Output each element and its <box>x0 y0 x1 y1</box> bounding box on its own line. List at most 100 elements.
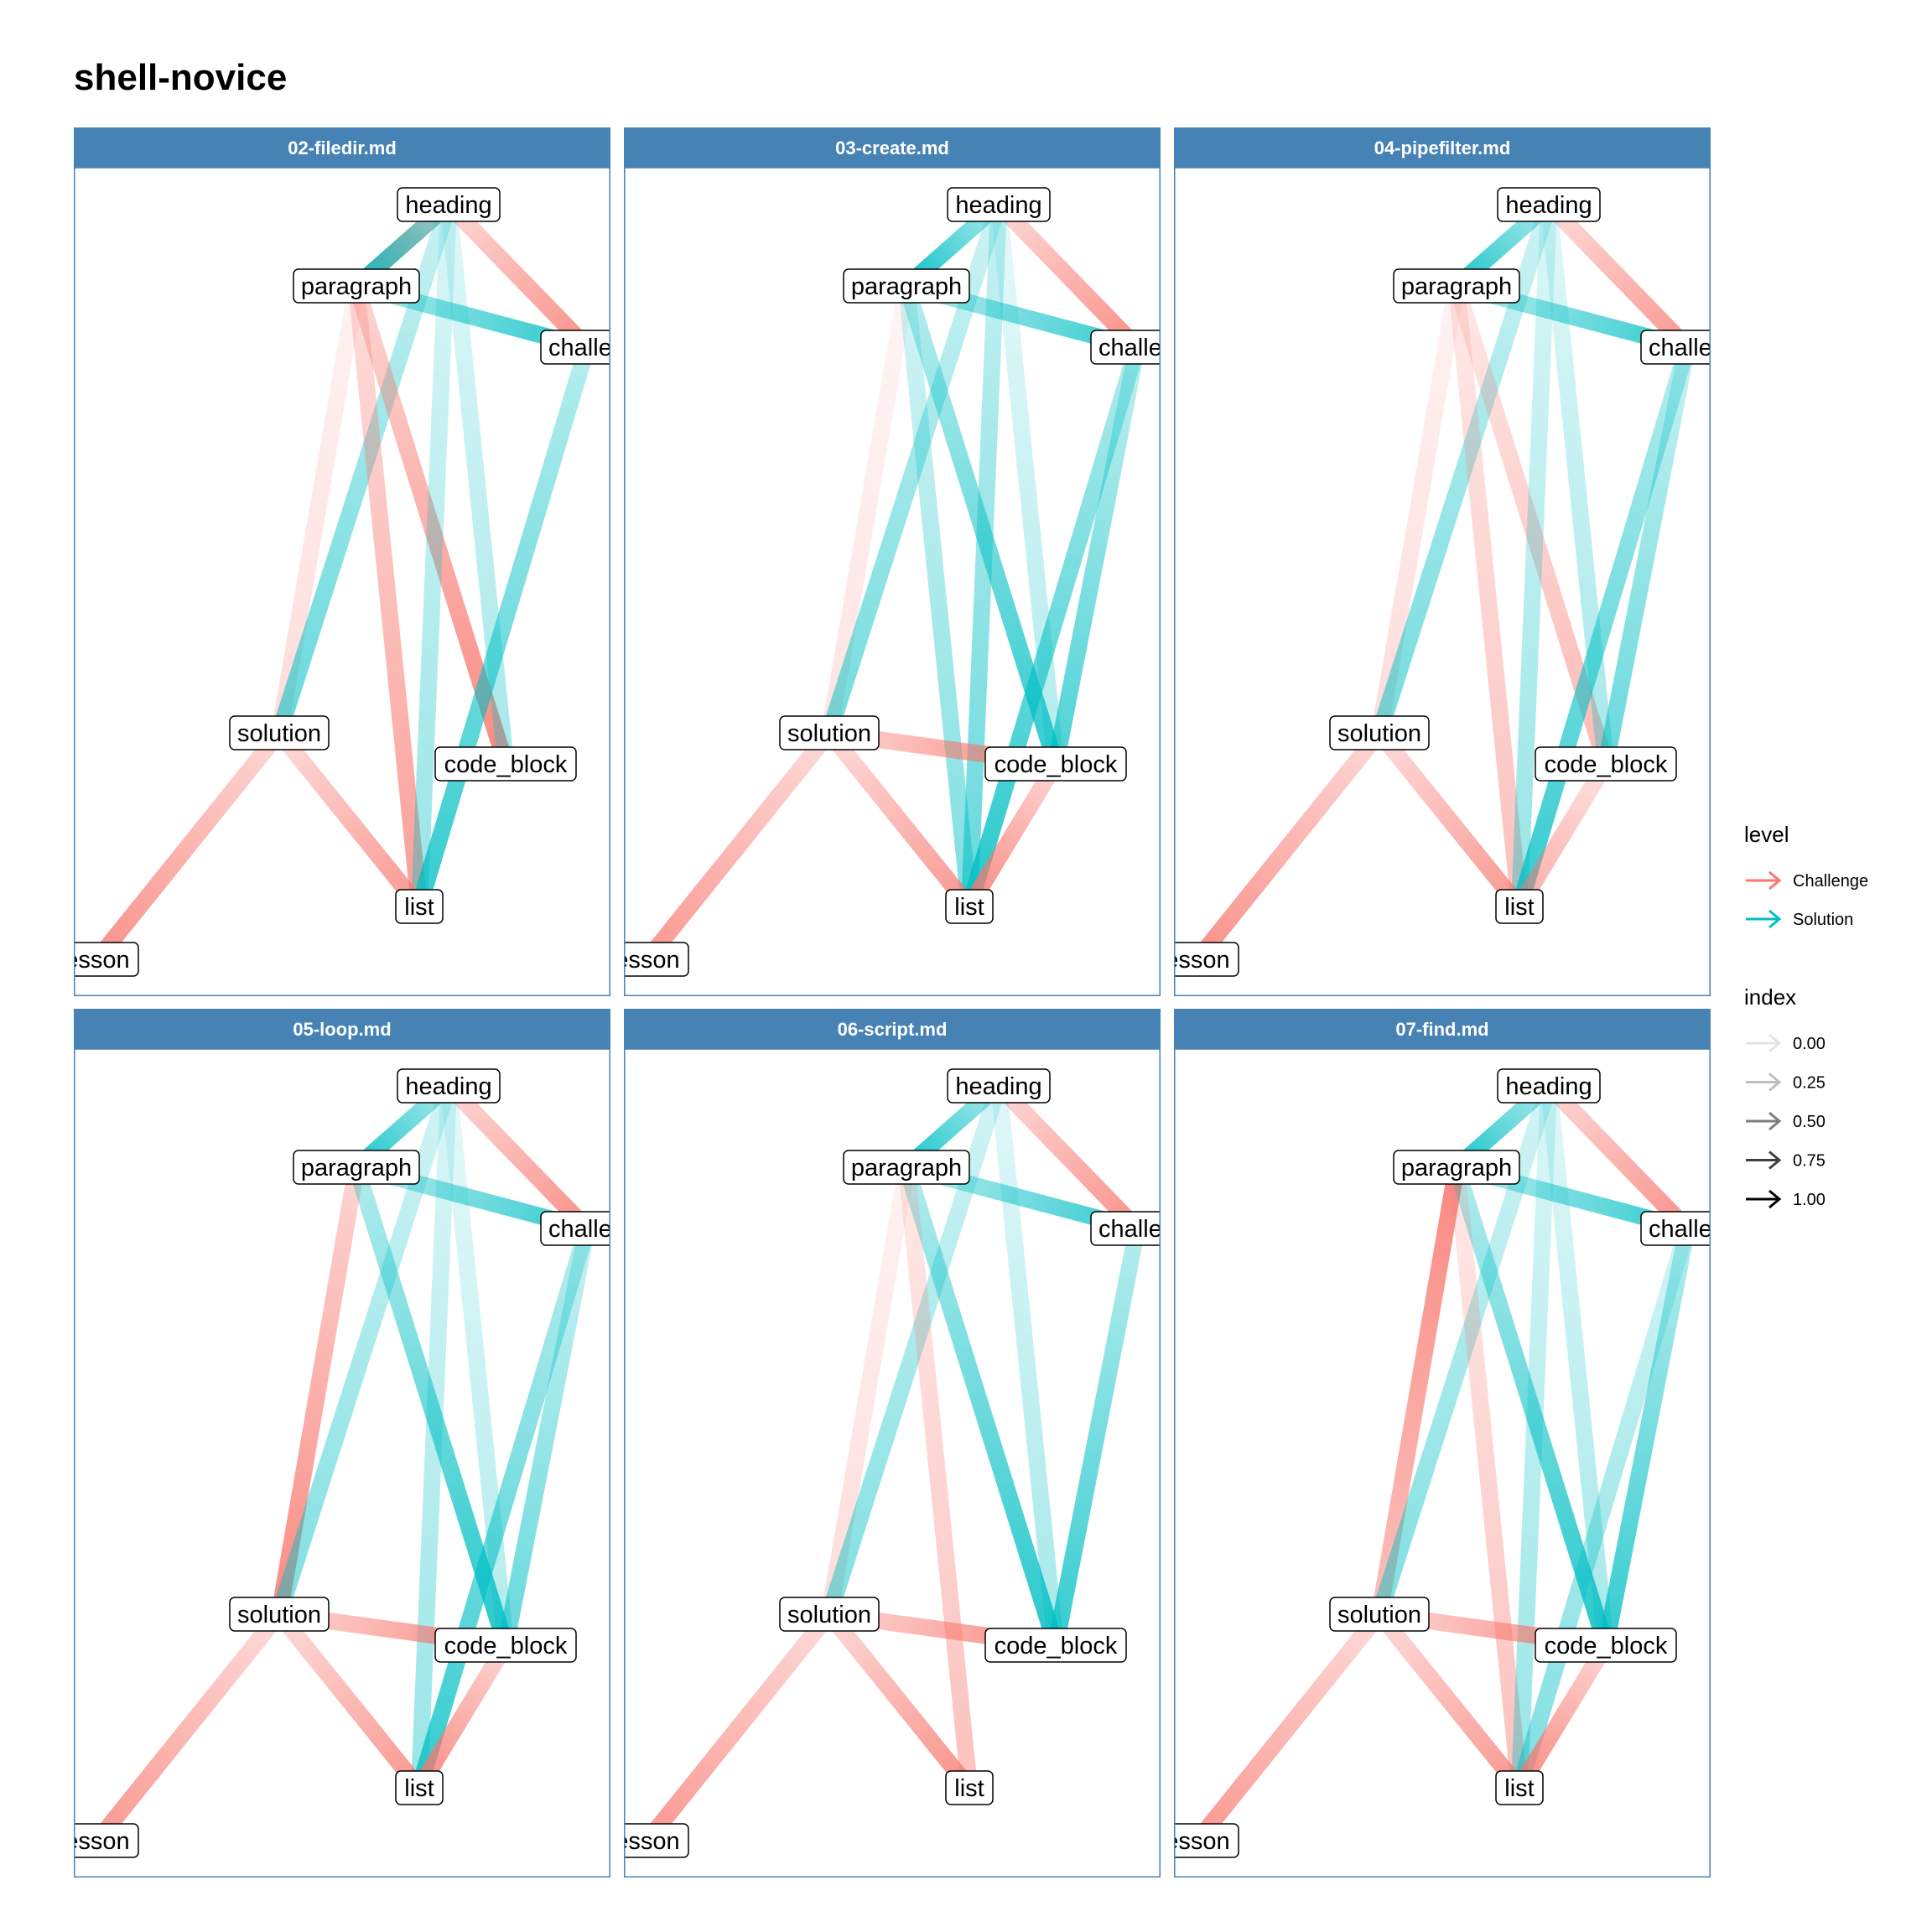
facet-panel: 04-pipefilter.md heading paragraph challen s… <box>1174 127 1711 996</box>
node-solution: solution <box>779 715 880 750</box>
node-label: challen <box>548 1216 626 1243</box>
node-label: code_block <box>1545 751 1668 778</box>
node-label: esson <box>65 1828 129 1855</box>
edge-heading-list <box>411 1085 457 1789</box>
node-label: heading <box>1505 192 1592 219</box>
node-solution: solution <box>1329 715 1430 750</box>
edge-solution-list <box>1373 727 1526 912</box>
edge-solution-list <box>823 727 976 912</box>
edge-code_block-list <box>1512 1640 1613 1793</box>
node-label: list <box>954 1775 984 1802</box>
node-challenge: challen <box>540 330 626 365</box>
legend-index-label: 1.00 <box>1793 1191 1826 1209</box>
panel-border <box>1174 167 1711 996</box>
node-solution: solution <box>779 1597 880 1632</box>
node-heading: heading <box>947 187 1051 222</box>
node-heading: heading <box>397 187 501 222</box>
node-lesson: esson <box>65 1823 139 1858</box>
legend-index-label: 0.75 <box>1793 1152 1826 1171</box>
edge-heading-code_block <box>990 1084 1064 1647</box>
legend-index-key <box>1746 1033 1782 1053</box>
facet-strip <box>624 1009 1161 1049</box>
edge-paragraph-solution <box>1371 284 1465 735</box>
node-label: solution <box>787 720 871 747</box>
node-list: list <box>1495 1770 1544 1805</box>
node-label: challen <box>1098 335 1176 361</box>
node-label: esson <box>1165 1828 1229 1855</box>
edge-challenge-code_block <box>1047 345 1145 766</box>
node-solution: solution <box>229 715 330 750</box>
edge-heading-challenge <box>992 1080 1144 1234</box>
edge-solution-list <box>273 727 426 912</box>
node-lesson: esson <box>1165 1823 1239 1858</box>
edge-challenge-list <box>1511 345 1696 909</box>
panels-layer: 02-filedir.md heading paragraph challen solu… <box>65 127 1711 1877</box>
edge-solution-paragraph <box>1371 1166 1465 1616</box>
edge-paragraph-list <box>1448 1166 1528 1789</box>
node-lesson: esson <box>624 1823 689 1858</box>
edge-heading-challenge <box>442 1080 594 1234</box>
node-paragraph: paragraph <box>293 1150 420 1185</box>
facet-strip <box>1174 1009 1711 1049</box>
edge-heading-solution <box>1371 1083 1557 1618</box>
edge-solution-lesson <box>1191 1608 1386 1846</box>
node-label: list <box>1504 894 1534 921</box>
node-challenge: challen <box>1640 1211 1711 1246</box>
edge-paragraph-list <box>1448 284 1528 908</box>
edge-paragraph-solution <box>271 284 365 735</box>
node-label: solution <box>237 720 321 747</box>
node-code_block: code_block <box>984 1628 1127 1663</box>
node-solution: solution <box>1329 1597 1430 1632</box>
edge-code_block-list <box>1512 759 1613 911</box>
edge-heading-challenge <box>442 199 594 353</box>
node-label: heading <box>405 192 491 219</box>
facet-panel: 07-find.md heading paragraph challen solutio… <box>1165 1009 1711 1877</box>
edge-paragraph-list <box>898 284 978 908</box>
edge-heading-solution <box>271 1083 457 1618</box>
node-label: heading <box>955 1073 1041 1100</box>
edge-challenge-list <box>1511 1226 1696 1790</box>
edge-heading-list <box>961 204 1007 907</box>
node-list: list <box>395 1770 444 1805</box>
edge-heading-list <box>1511 1085 1557 1789</box>
edge-heading-challenge <box>1542 199 1694 353</box>
facet-panel: 05-loop.md heading paragraph challen solutio… <box>65 1009 626 1877</box>
facet-strip <box>74 127 610 168</box>
node-heading: heading <box>947 1068 1051 1104</box>
edge-code_block-list <box>962 759 1063 911</box>
facet-strip-label: 04-pipefilter.md <box>1374 138 1511 158</box>
edge-challenge-list <box>411 1226 595 1790</box>
panel-border <box>624 1048 1161 1877</box>
edge-challenge-code_block <box>1597 345 1696 766</box>
node-label: list <box>954 894 984 921</box>
node-label: paragraph <box>1401 273 1512 300</box>
edge-challenge-code_block <box>497 1227 595 1647</box>
node-challenge: challen <box>540 1211 626 1246</box>
facet-strip-label: 07-find.md <box>1395 1019 1488 1040</box>
node-challenge: challen <box>1090 1211 1176 1246</box>
edge-heading-solution <box>821 1083 1007 1618</box>
facet-strip-label: 05-loop.md <box>293 1019 391 1040</box>
facet-strip <box>74 1009 610 1049</box>
node-label: challen <box>1098 1216 1176 1243</box>
facet-strip-label: 06-script.md <box>838 1019 948 1040</box>
node-label: paragraph <box>851 273 962 300</box>
node-label: paragraph <box>1401 1155 1512 1182</box>
legend-index-label: 0.25 <box>1793 1074 1826 1093</box>
node-label: code_block <box>995 1633 1118 1659</box>
edge-code_block-list <box>412 1640 513 1793</box>
node-label: solution <box>787 1602 871 1628</box>
edge-heading-solution <box>1371 201 1557 736</box>
facet-strip-label: 03-create.md <box>835 138 949 158</box>
node-paragraph: paragraph <box>843 268 970 304</box>
node-label: code_block <box>444 1633 568 1659</box>
node-paragraph: paragraph <box>1393 268 1520 304</box>
edge-paragraph-list <box>348 284 428 908</box>
legend-index-label: 0.00 <box>1793 1035 1826 1053</box>
edge-heading-solution <box>271 201 457 736</box>
edge-paragraph-code_block <box>898 1165 1064 1648</box>
node-label: heading <box>955 192 1041 219</box>
node-label: challen <box>548 335 626 361</box>
node-label: esson <box>65 947 129 974</box>
node-label: code_block <box>995 751 1118 778</box>
